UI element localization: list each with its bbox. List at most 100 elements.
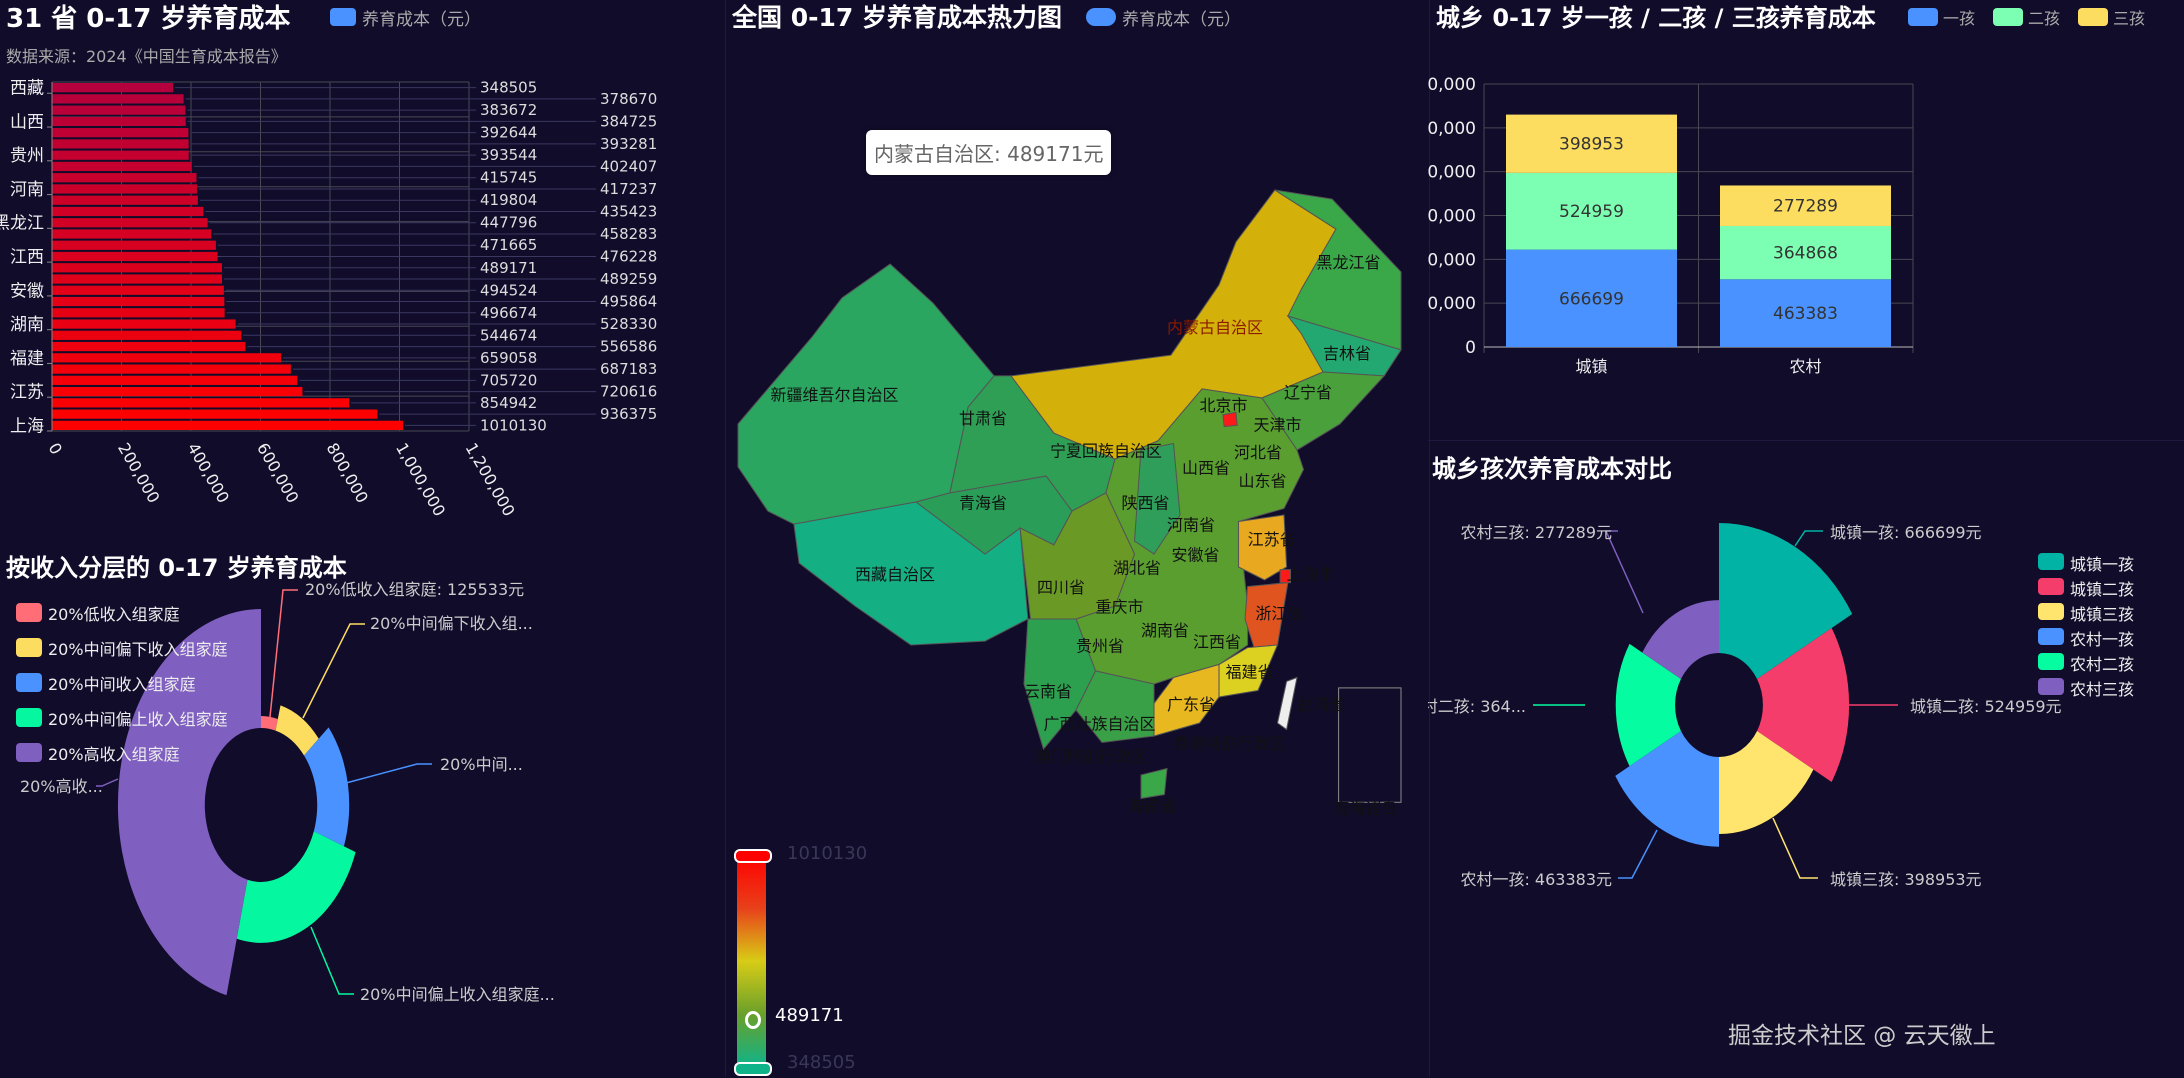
legend-swatch-third-child[interactable] xyxy=(2078,8,2108,26)
legend-swatch-map[interactable] xyxy=(1086,8,1116,26)
income-slice[interactable] xyxy=(304,727,350,847)
rose-legend-label[interactable]: 城镇二孩 xyxy=(2070,580,2135,599)
bar[interactable] xyxy=(52,139,189,149)
bar[interactable] xyxy=(52,398,350,408)
rose-legend-swatch[interactable] xyxy=(2038,678,2064,695)
bar[interactable] xyxy=(52,229,212,239)
bar[interactable] xyxy=(52,128,189,138)
income-slice[interactable] xyxy=(275,705,319,756)
region-guangdong[interactable] xyxy=(1153,663,1220,737)
rose-legend-swatch[interactable] xyxy=(2038,553,2064,570)
income-legend-swatch[interactable] xyxy=(16,743,42,762)
income-slice[interactable] xyxy=(236,831,356,943)
stacked-bar-segment[interactable] xyxy=(1506,114,1677,173)
region-shaanxi[interactable] xyxy=(1133,442,1181,555)
visual-map-bottom-handle[interactable] xyxy=(734,1062,772,1076)
bar[interactable] xyxy=(52,330,242,340)
rose-legend-swatch[interactable] xyxy=(2038,578,2064,595)
bar[interactable] xyxy=(52,173,197,183)
region-liaoning[interactable] xyxy=(1261,371,1386,451)
bar[interactable] xyxy=(52,375,298,385)
bar[interactable] xyxy=(52,116,186,127)
bar[interactable] xyxy=(52,319,236,329)
bar[interactable] xyxy=(52,218,208,228)
legend-swatch-first-child[interactable] xyxy=(1908,8,1938,26)
stacked-bar-segment[interactable] xyxy=(1506,249,1677,347)
bar[interactable] xyxy=(52,263,222,273)
bar[interactable] xyxy=(52,150,189,160)
legend-label-first-child[interactable]: 一孩 xyxy=(1943,9,1976,28)
rose-slice[interactable] xyxy=(1719,731,1814,834)
rose-legend-label[interactable]: 城镇三孩 xyxy=(2070,605,2135,624)
region-beijing[interactable] xyxy=(1222,411,1238,428)
rose-slice[interactable] xyxy=(1719,523,1853,679)
region-jiangsu[interactable] xyxy=(1237,514,1288,581)
bar[interactable] xyxy=(52,184,197,194)
bar[interactable] xyxy=(52,195,198,205)
x-category-label: 农村 xyxy=(1789,357,1821,376)
income-label-line xyxy=(269,589,298,718)
bar[interactable] xyxy=(52,386,303,397)
income-slice[interactable] xyxy=(261,716,278,731)
bar[interactable] xyxy=(52,274,223,284)
stacked-bar-segment[interactable] xyxy=(1720,279,1891,347)
income-slice[interactable] xyxy=(117,609,262,996)
rose-legend-label[interactable]: 城镇一孩 xyxy=(2070,555,2135,574)
rose-slice[interactable] xyxy=(1642,600,1719,679)
stacked-bar-segment[interactable] xyxy=(1720,225,1891,280)
bar[interactable] xyxy=(52,308,225,318)
bar[interactable] xyxy=(52,105,186,115)
bar[interactable] xyxy=(52,94,184,104)
rose-slice[interactable] xyxy=(1757,628,1850,782)
legend-label-cost[interactable]: 养育成本（元） xyxy=(362,10,481,30)
legend-label-third-child[interactable]: 三孩 xyxy=(2113,9,2146,28)
visual-map-bar[interactable] xyxy=(737,855,766,1067)
rose-slice[interactable] xyxy=(1615,731,1719,847)
legend-swatch-cost[interactable] xyxy=(330,8,356,26)
rose-slice-label: 城镇一孩: 666699元 xyxy=(1830,523,1982,542)
income-legend-swatch[interactable] xyxy=(16,708,42,727)
rose-legend-swatch[interactable] xyxy=(2038,653,2064,670)
rose-legend-label[interactable]: 农村三孩 xyxy=(2070,680,2135,699)
visual-map-top-handle[interactable] xyxy=(734,849,772,863)
stacked-bar-segment[interactable] xyxy=(1506,172,1677,250)
rose-legend-label[interactable]: 农村一孩 xyxy=(2070,630,2135,649)
income-legend-swatch[interactable] xyxy=(16,673,42,692)
rose-legend-swatch[interactable] xyxy=(2038,628,2064,645)
rose-slice[interactable] xyxy=(1615,643,1681,767)
bar[interactable] xyxy=(52,409,378,419)
income-legend-swatch[interactable] xyxy=(16,638,42,657)
bar-value-label: 528330 xyxy=(600,315,657,333)
bar[interactable] xyxy=(52,341,246,352)
region-shanghai[interactable] xyxy=(1279,569,1292,584)
income-chart-title: 按收入分层的 0-17 岁养育成本 xyxy=(6,554,347,582)
income-legend-swatch[interactable] xyxy=(16,603,42,622)
region-fujian[interactable] xyxy=(1218,644,1279,698)
bar[interactable] xyxy=(52,251,218,262)
region-taiwan[interactable] xyxy=(1276,676,1298,731)
bar[interactable] xyxy=(52,206,204,217)
bar[interactable] xyxy=(52,353,282,363)
income-legend-label[interactable]: 20%低收入组家庭 xyxy=(48,605,180,624)
income-legend-label[interactable]: 20%中间偏上收入组家庭 xyxy=(48,710,228,729)
rose-legend-label[interactable]: 农村二孩 xyxy=(2070,655,2135,674)
legend-label-map[interactable]: 养育成本（元） xyxy=(1122,10,1241,30)
region-hainan[interactable] xyxy=(1140,767,1168,800)
bar[interactable] xyxy=(52,420,404,430)
income-legend-label[interactable]: 20%中间偏下收入组家庭 xyxy=(48,640,228,659)
legend-label-second-child[interactable]: 二孩 xyxy=(2028,9,2061,28)
stacked-bar-segment[interactable] xyxy=(1720,185,1891,226)
income-legend-label[interactable]: 20%高收入组家庭 xyxy=(48,745,180,764)
bar[interactable] xyxy=(52,364,291,374)
bar[interactable] xyxy=(52,83,174,93)
bar[interactable] xyxy=(52,296,225,307)
bar[interactable] xyxy=(52,240,216,250)
income-legend-label[interactable]: 20%中间收入组家庭 xyxy=(48,675,196,694)
bar[interactable] xyxy=(52,285,224,295)
rose-legend-swatch[interactable] xyxy=(2038,603,2064,620)
map-tooltip: 内蒙古自治区: 489171元 xyxy=(866,130,1112,175)
bar[interactable] xyxy=(52,161,192,172)
map-region-label: 吉林省 xyxy=(1323,344,1371,363)
legend-swatch-second-child[interactable] xyxy=(1993,8,2023,26)
